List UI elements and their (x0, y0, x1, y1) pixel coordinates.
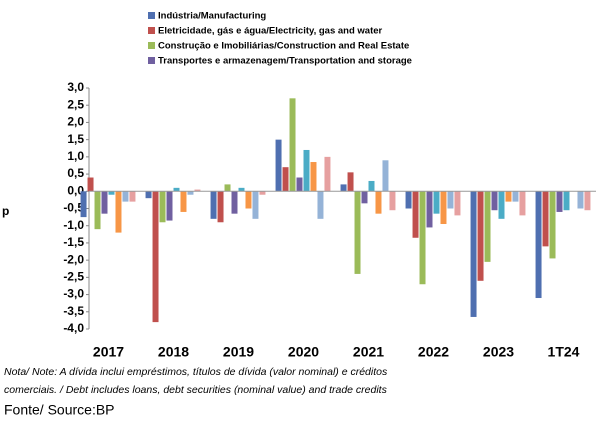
bar (389, 191, 396, 211)
note: Nota/ Note: A dívida inclui empréstimos,… (4, 366, 388, 378)
bar (129, 191, 136, 202)
x-tick-label: 2022 (418, 344, 449, 360)
legend-swatch (148, 27, 155, 34)
y-tick-label: -1,5 (63, 235, 84, 249)
bar (217, 191, 224, 223)
bar (577, 191, 584, 209)
bar (180, 191, 187, 212)
bar (368, 180, 375, 192)
bar (484, 191, 491, 262)
bar (115, 191, 122, 233)
y-tick-label: 1,5 (67, 132, 84, 146)
bar (108, 191, 115, 195)
legend-label: Indústria/Manufacturing (158, 11, 266, 22)
bar (512, 191, 519, 202)
note: comerciais. / Debt includes loans, debt … (4, 384, 388, 396)
legend-label: Construção e Imobiliárias/Construction a… (158, 41, 409, 52)
bar (405, 191, 412, 209)
bar (447, 191, 454, 209)
bar (535, 191, 542, 299)
y-tick-label: -2,0 (63, 252, 84, 266)
y-tick-label: 2,5 (67, 97, 84, 111)
bar (303, 149, 310, 192)
x-tick-label: 2021 (353, 344, 384, 360)
bar (375, 191, 382, 214)
bar (122, 191, 129, 202)
bar (145, 191, 152, 199)
x-tick-label: 2023 (483, 344, 514, 360)
bar (419, 191, 426, 285)
bar (238, 187, 245, 192)
y-axis-label: p (2, 204, 9, 218)
y-tick-label: 0,5 (67, 166, 84, 180)
x-tick-label: 2018 (158, 344, 189, 360)
legend-swatch (148, 12, 155, 19)
bar (340, 184, 347, 192)
bar (252, 191, 259, 219)
legend-label: Transportes e armazenagem/Transportation… (158, 56, 412, 67)
source: Fonte/ Source:BP (4, 402, 115, 418)
bar (563, 191, 570, 211)
bar (317, 191, 324, 219)
bar (519, 191, 526, 216)
bar (491, 191, 498, 211)
bar (275, 139, 282, 192)
bar (231, 191, 238, 214)
bar (361, 191, 368, 204)
bar (194, 189, 201, 192)
bar (549, 191, 556, 259)
bar (433, 191, 440, 214)
bar (382, 160, 389, 192)
bar (454, 191, 461, 216)
bar (347, 172, 354, 192)
y-tick-label: 0,0 (67, 183, 84, 197)
x-tick-label: 2020 (288, 344, 319, 360)
bar (324, 156, 331, 192)
bar (87, 177, 94, 192)
y-tick-label: -1,0 (63, 218, 84, 232)
bar (101, 191, 108, 214)
y-tick-label: -3,0 (63, 287, 84, 301)
bar (80, 191, 87, 218)
y-tick-label: -0,5 (63, 201, 84, 215)
legend-swatch (148, 42, 155, 49)
bar (556, 191, 563, 212)
bar (289, 98, 296, 192)
bar (224, 184, 231, 192)
bar (354, 191, 361, 274)
legend-swatch (148, 57, 155, 64)
legend-label: Eletricidade, gás e água/Electricity, ga… (158, 26, 383, 37)
bar (426, 191, 433, 228)
bar (440, 191, 447, 224)
y-tick-label: 3,0 (67, 80, 84, 94)
bar (477, 191, 484, 281)
y-tick-label: 1,0 (67, 149, 84, 163)
y-tick-label: -4,0 (63, 321, 84, 335)
bar (470, 191, 477, 317)
bar (282, 167, 289, 192)
bar (245, 191, 252, 209)
bar (542, 191, 549, 247)
bar (210, 191, 217, 219)
bar (498, 191, 505, 219)
bar (94, 191, 101, 230)
bar (166, 191, 173, 221)
bar (259, 191, 266, 195)
bar (505, 191, 512, 202)
x-tick-label: 1T24 (548, 344, 580, 360)
bar (584, 191, 591, 211)
bar (159, 191, 166, 223)
bar (187, 191, 194, 195)
y-tick-label: 2,0 (67, 115, 84, 129)
y-tick-label: -3,5 (63, 304, 84, 318)
bar (296, 177, 303, 192)
bar (152, 191, 159, 323)
bar (173, 187, 180, 192)
bar (310, 162, 317, 192)
x-tick-label: 2017 (93, 344, 124, 360)
y-tick-label: -2,5 (63, 270, 84, 284)
x-tick-label: 2019 (223, 344, 254, 360)
bar (412, 191, 419, 238)
